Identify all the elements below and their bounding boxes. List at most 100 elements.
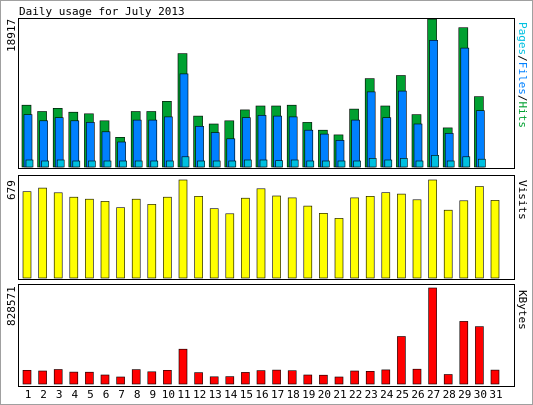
day-label-5: 5 xyxy=(87,388,94,401)
bar-files-day-18 xyxy=(288,116,298,168)
x-axis-day-labels: 1 2 3 4 5 6 7 8 9 10 11 12 13 14 15 16 17 18 19 20 21 22 23 24 2… xyxy=(25,388,503,401)
bar-kbytes-day-21 xyxy=(334,376,344,385)
bar-visits-day-8 xyxy=(131,198,141,279)
panel-bottom-legend: KBytes xyxy=(516,290,529,330)
bar-visits-day-3 xyxy=(53,192,63,279)
bar-files-day-24 xyxy=(382,117,392,168)
chart-title: Daily usage for July 2013 xyxy=(19,5,185,18)
bar-files-day-11 xyxy=(179,73,189,168)
bar-files-day-4 xyxy=(70,120,80,168)
day-label-25: 25 xyxy=(396,388,409,401)
bar-visits-day-5 xyxy=(85,198,94,279)
bar-pages-day-1 xyxy=(25,159,34,168)
bar-files-day-1 xyxy=(23,114,33,168)
bar-visits-day-28 xyxy=(443,209,453,279)
panel-bottom-max-label: 828571 xyxy=(5,286,18,326)
day-label-21: 21 xyxy=(333,388,346,401)
bar-visits-day-20 xyxy=(319,213,328,279)
panel-bottom-frame xyxy=(18,284,515,387)
bar-visits-day-25 xyxy=(397,193,406,279)
day-label-30: 30 xyxy=(474,388,487,401)
bar-files-day-27 xyxy=(429,39,438,168)
bar-kbytes-day-19 xyxy=(303,374,313,385)
bar-visits-day-26 xyxy=(412,199,422,279)
day-label-16: 16 xyxy=(255,388,268,401)
bar-kbytes-day-5 xyxy=(85,371,94,385)
bar-kbytes-day-16 xyxy=(256,370,266,385)
bar-pages-day-24 xyxy=(384,159,393,168)
bar-kbytes-day-1 xyxy=(22,369,32,385)
bar-files-day-16 xyxy=(257,115,267,168)
bar-kbytes-day-17 xyxy=(272,369,281,385)
bar-visits-day-17 xyxy=(272,195,281,279)
bar-visits-day-30 xyxy=(475,186,484,279)
bar-kbytes-day-25 xyxy=(397,336,406,385)
bar-pages-day-22 xyxy=(353,160,361,168)
day-label-7: 7 xyxy=(118,388,125,401)
bar-pages-day-29 xyxy=(462,156,471,168)
bar-pages-day-28 xyxy=(446,160,455,168)
day-label-13: 13 xyxy=(209,388,222,401)
bar-visits-day-22 xyxy=(350,197,359,279)
bar-files-day-9 xyxy=(148,119,158,168)
bar-visits-day-11 xyxy=(178,179,188,279)
bar-visits-day-23 xyxy=(365,196,375,279)
bar-files-day-3 xyxy=(54,117,64,168)
bar-visits-day-29 xyxy=(459,200,469,279)
bar-visits-day-6 xyxy=(100,201,110,279)
day-label-2: 2 xyxy=(40,388,47,401)
bar-pages-day-27 xyxy=(431,155,439,168)
bar-kbytes-day-26 xyxy=(412,368,422,385)
bar-pages-day-25 xyxy=(400,158,408,168)
panel-top-legend: Pages/Files/Hits xyxy=(516,22,529,128)
legend-sep-2: / xyxy=(516,95,529,102)
bar-pages-day-16 xyxy=(259,159,268,168)
bar-kbytes-day-2 xyxy=(38,370,47,385)
bar-files-day-8 xyxy=(132,119,142,168)
panel-bottom-bars xyxy=(22,287,500,385)
panel-middle-max-label: 679 xyxy=(5,180,18,200)
bar-pages-day-17 xyxy=(275,160,283,168)
bar-kbytes-day-15 xyxy=(241,372,250,385)
bar-pages-day-3 xyxy=(56,159,65,168)
bar-files-day-30 xyxy=(476,110,485,168)
bar-kbytes-day-8 xyxy=(131,369,141,385)
bar-files-day-2 xyxy=(39,120,48,168)
bar-pages-day-26 xyxy=(415,160,424,168)
bar-files-day-22 xyxy=(351,119,360,168)
bar-pages-day-7 xyxy=(119,160,127,168)
day-label-27: 27 xyxy=(427,388,440,401)
bar-visits-day-12 xyxy=(194,196,203,279)
bar-pages-day-2 xyxy=(41,160,49,168)
day-label-18: 18 xyxy=(287,388,300,401)
bar-pages-day-12 xyxy=(197,160,205,168)
bar-pages-day-30 xyxy=(478,158,486,168)
bar-files-day-29 xyxy=(460,47,470,168)
bar-pages-day-14 xyxy=(228,160,237,168)
bar-visits-day-31 xyxy=(490,200,500,279)
bar-kbytes-day-30 xyxy=(475,326,484,385)
bar-visits-day-4 xyxy=(69,196,79,279)
legend-files: Files xyxy=(516,62,529,95)
bar-files-day-25 xyxy=(398,90,407,168)
bar-files-day-10 xyxy=(164,116,173,168)
day-label-31: 31 xyxy=(489,388,502,401)
day-label-23: 23 xyxy=(365,388,378,401)
bar-visits-day-19 xyxy=(303,205,313,279)
day-label-20: 20 xyxy=(318,388,331,401)
day-label-4: 4 xyxy=(71,388,78,401)
day-label-10: 10 xyxy=(162,388,175,401)
day-label-19: 19 xyxy=(302,388,315,401)
bar-visits-day-13 xyxy=(209,208,219,279)
bar-pages-day-11 xyxy=(181,156,190,168)
bar-kbytes-day-18 xyxy=(287,370,297,385)
bar-visits-day-7 xyxy=(116,207,125,279)
bar-visits-day-21 xyxy=(334,218,344,279)
bar-files-day-5 xyxy=(86,122,95,168)
bar-files-day-23 xyxy=(366,91,376,168)
bar-visits-day-18 xyxy=(287,197,297,279)
bar-pages-day-4 xyxy=(72,160,81,168)
day-label-26: 26 xyxy=(411,388,424,401)
bar-visits-day-2 xyxy=(38,187,47,279)
